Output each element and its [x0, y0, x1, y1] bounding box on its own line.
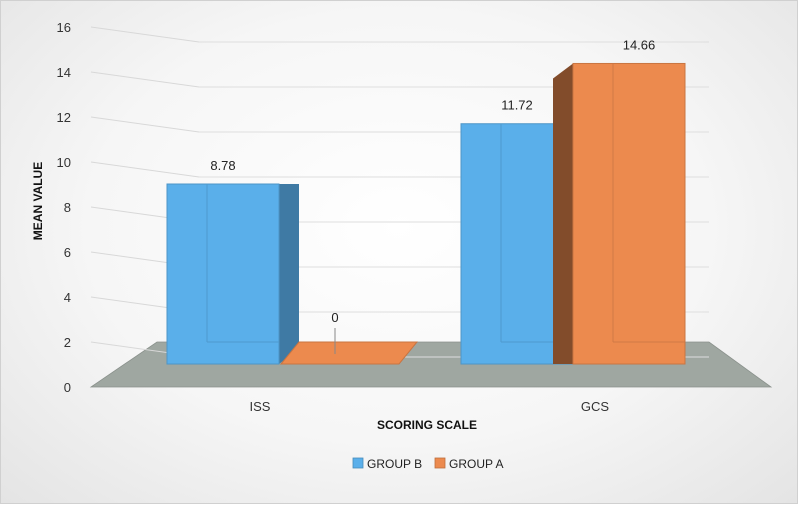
y-axis-title: MEAN VALUE — [31, 162, 45, 240]
x-tick-label: ISS — [250, 399, 271, 414]
legend-swatch — [352, 457, 364, 469]
legend: GROUP B GROUP A — [352, 457, 503, 471]
legend-swatch — [434, 457, 446, 469]
data-label: 8.78 — [210, 158, 235, 173]
data-labels: 8.78 0 11.72 14.66 — [210, 37, 655, 325]
legend-label: GROUP A — [449, 457, 503, 471]
data-label: 11.72 — [501, 98, 533, 113]
bar-front — [572, 62, 686, 365]
y-tick-label: 2 — [64, 335, 71, 350]
bar-group-b-iss — [166, 183, 299, 365]
bar-group-a-iss — [279, 328, 419, 365]
y-tick-label: 12 — [57, 110, 71, 125]
legend-item: GROUP A — [434, 457, 503, 471]
gridline-side — [90, 116, 200, 133]
y-axis-ticks: 0 2 4 6 8 10 12 14 16 — [57, 20, 71, 395]
bar-group-a-gcs — [553, 62, 686, 365]
x-axis-categories: ISS GCS — [250, 399, 610, 414]
data-label: 0 — [331, 310, 338, 325]
y-tick-label: 6 — [64, 245, 71, 260]
y-tick-label: 14 — [57, 65, 71, 80]
y-tick-label: 10 — [57, 155, 71, 170]
gridline-side — [90, 71, 200, 88]
x-tick-label: GCS — [581, 399, 610, 414]
data-label: 14.66 — [623, 37, 656, 52]
bar-side — [279, 184, 299, 364]
y-tick-label: 4 — [64, 290, 71, 305]
gridline-side — [90, 161, 200, 178]
bars — [166, 62, 686, 365]
bar-front — [166, 183, 280, 365]
gridline-side — [90, 26, 200, 43]
y-tick-label: 0 — [64, 380, 71, 395]
bar-flat — [279, 341, 419, 365]
x-axis-title: SCORING SCALE — [377, 418, 477, 432]
legend-item: GROUP B — [352, 457, 422, 471]
y-tick-label: 8 — [64, 200, 71, 215]
bar-side — [553, 63, 573, 364]
y-tick-label: 16 — [57, 20, 71, 35]
legend-label: GROUP B — [367, 457, 422, 471]
